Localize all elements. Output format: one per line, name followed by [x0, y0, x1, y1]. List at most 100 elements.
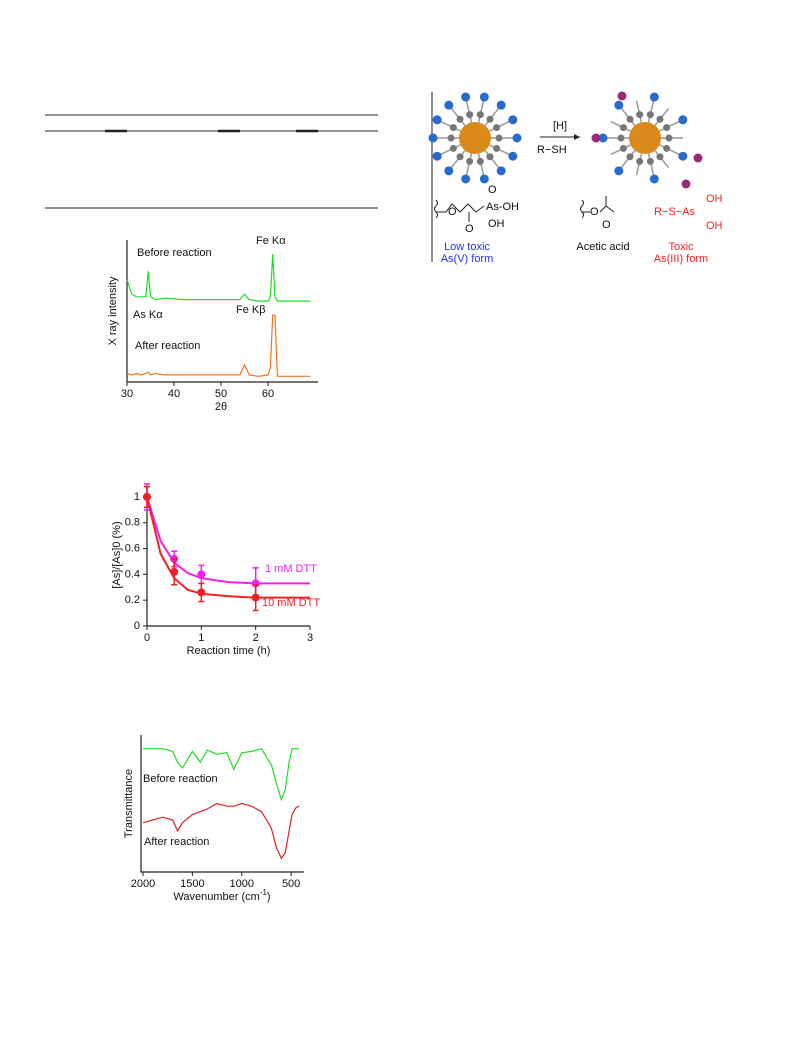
x-tick-label: 40 — [168, 388, 180, 400]
point — [143, 492, 151, 501]
ligand-bead — [646, 111, 654, 119]
spectrum — [142, 802, 300, 860]
atom: O — [465, 223, 474, 235]
x-axis-label-text: 2θ — [215, 401, 227, 413]
spectrum — [126, 254, 311, 302]
x-tick-label: 50 — [215, 388, 227, 400]
ligand-bead — [636, 111, 644, 119]
end-group — [444, 166, 454, 176]
ligand-bead — [617, 134, 625, 142]
arrow-label: R−SH — [537, 144, 567, 156]
ligand-bead — [619, 124, 627, 132]
spectrum — [143, 748, 299, 802]
end-group — [428, 133, 438, 143]
end-group — [678, 151, 688, 161]
end-group — [496, 100, 506, 110]
caption: As(III) form — [654, 253, 708, 265]
y-tick-label: 0.2 — [125, 594, 140, 606]
series-label: After reaction — [144, 836, 209, 848]
x-tick-label: 1500 — [180, 878, 204, 890]
atom: R−S−As — [654, 206, 695, 218]
atom: O — [448, 206, 457, 218]
end-group — [432, 151, 442, 161]
series-label: 1 mM DTT — [265, 563, 317, 575]
arrow-head — [574, 134, 580, 140]
x-axis-label-text: Reaction time (h) — [187, 645, 271, 657]
end-group — [461, 174, 471, 184]
x-axis-label-sup: -1 — [260, 888, 268, 897]
table-rules — [45, 114, 378, 209]
ligand-bead — [456, 153, 464, 161]
atom: O — [602, 219, 611, 231]
x-tick-label: 3 — [307, 632, 313, 644]
ligand-bead — [665, 134, 673, 142]
annotation: As Kα — [133, 309, 163, 321]
released-group — [681, 179, 691, 189]
series-label: 10 mM DTT — [262, 597, 320, 609]
caption: Low toxic — [444, 241, 490, 253]
ligand-bead — [449, 144, 457, 152]
ligand-bead — [476, 111, 484, 119]
nanoparticle — [629, 122, 661, 154]
end-group — [649, 92, 659, 102]
end-group — [432, 115, 442, 125]
ligand-bead — [447, 134, 455, 142]
ligand-bead — [495, 134, 503, 142]
y-axis-label: [As]/[As]0 (%) — [111, 521, 123, 588]
released-group — [591, 133, 601, 143]
ligand-bead — [646, 157, 654, 165]
ligand-bead — [493, 124, 501, 132]
atom: OH — [488, 218, 505, 230]
annotation: Fe Kα — [256, 235, 286, 247]
x-tick-label: 2000 — [131, 878, 155, 890]
atom: OH — [706, 220, 723, 232]
ligand-bead — [449, 124, 457, 132]
end-group — [496, 166, 506, 176]
scheme: [H] R−SH O As-OH OH O O O O R−S−As OH OH… — [428, 91, 723, 265]
y-tick-label: 1 — [134, 491, 140, 503]
caption: Acetic acid — [576, 241, 629, 253]
ligand-bead — [466, 157, 474, 165]
ligand-bead — [486, 115, 494, 123]
annotation: Before reaction — [137, 247, 212, 259]
y-tick-label: 0.6 — [125, 542, 140, 554]
atom: O — [488, 184, 497, 196]
axes — [140, 735, 304, 873]
y-tick-label: 0.4 — [125, 568, 140, 580]
end-group — [508, 151, 518, 161]
end-group — [614, 100, 624, 110]
released-group — [693, 153, 703, 163]
y-tick-label: 0.8 — [125, 517, 140, 529]
end-group — [649, 174, 659, 184]
x-tick-label: 1000 — [230, 878, 254, 890]
chart: 2000 1500 1000 500 Wavenumber (cm-1) Transmit… — [123, 735, 304, 903]
point — [251, 593, 260, 602]
end-group — [508, 115, 518, 125]
arrow-label: [H] — [553, 120, 567, 132]
end-group — [512, 133, 522, 143]
end-group — [479, 92, 489, 102]
ligand-bead — [636, 157, 644, 165]
point — [170, 567, 179, 576]
end-group — [614, 166, 624, 176]
x-axis-label: 2θ — [215, 401, 227, 413]
series-label: Before reaction — [143, 773, 218, 785]
x-axis-label: Reaction time (h) — [187, 645, 271, 657]
point — [197, 588, 206, 597]
y-tick-label: 0 — [134, 620, 140, 632]
chart: 30 40 50 60 2θ X ray intensity Before reaction… — [107, 235, 318, 413]
x-axis-label-text: Wavenumber (cm — [173, 891, 259, 903]
point — [197, 570, 206, 579]
nanoparticle — [459, 122, 491, 154]
end-group — [479, 174, 489, 184]
atom: O — [590, 206, 599, 218]
end-group — [678, 115, 688, 125]
bond — [580, 196, 615, 219]
x-tick-label: 1 — [198, 632, 204, 644]
ligand-bead — [493, 144, 501, 152]
ligand-bead — [663, 144, 671, 152]
ligand-bead — [656, 115, 664, 123]
ligand-bead — [619, 144, 627, 152]
